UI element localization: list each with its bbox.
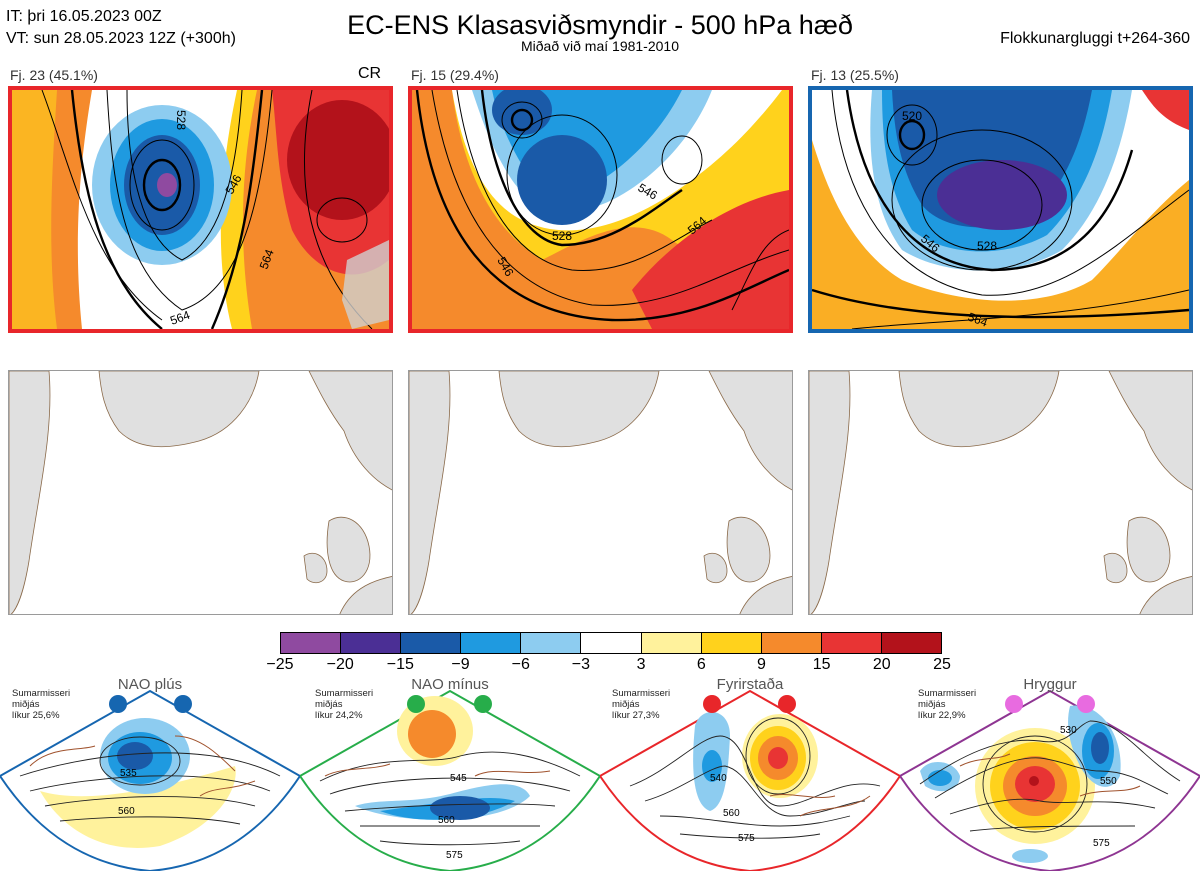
colorbar-tick-label: 15 [812, 656, 831, 673]
colorbar-tick-label: 9 [757, 656, 766, 673]
regime-ridge: 530 550 575 Hryggur Sumarmisseri miðjás … [900, 676, 1200, 871]
colorbar-segment [820, 633, 881, 653]
colorbar-ticks: −25 −20 −15 −9 −6 −3 3 6 9 15 20 25 [266, 656, 950, 676]
colorbar-segment [580, 633, 641, 653]
regime-3-name: Fyrirstaða [716, 676, 784, 693]
regime-4-contour: 550 [1100, 776, 1117, 787]
run-info: IT: þri 16.05.2023 00Z VT: sun 28.05.202… [6, 6, 236, 50]
colorbar-tick-label: 6 [696, 656, 706, 673]
contour-label: 528 [552, 229, 572, 243]
colorbar-tick-label: 3 [636, 656, 646, 673]
regime-4-contour: 575 [1093, 838, 1110, 849]
contour-label: 564 [168, 308, 192, 328]
regime-blocking: 540 560 575 Fyrirstaða Sumarmisseri miðj… [600, 676, 900, 871]
colorbar-tick-label: −25 [266, 656, 294, 673]
colorbar [280, 632, 942, 654]
contour-label: 528 [174, 110, 188, 130]
regime-2-name: NAO mínus [411, 676, 489, 693]
regime-nao-minus: 545 560 575 NAO mínus Sumarmisseri miðjá… [300, 676, 600, 871]
colorbar-segment [340, 633, 401, 653]
contour-label: 564 [966, 310, 990, 329]
page-title: EC-ENS Klasasviðsmyndir - 500 hPa hæð [347, 10, 853, 40]
cluster-1-tag: CR [358, 65, 382, 82]
regime-3-contour: 575 [738, 833, 755, 844]
colorbar-tick-label: −6 [511, 656, 530, 673]
regime-1-contour: 535 [120, 768, 137, 779]
colorbar-tick-label: −15 [386, 656, 414, 673]
colorbar-segment [760, 633, 821, 653]
colorbar-tick-label: −9 [451, 656, 470, 673]
regime-4-info: Sumarmisseri miðjás líkur 22,9% [918, 688, 977, 721]
cluster-1-outline-map [8, 370, 393, 615]
regime-3-contour: 540 [710, 773, 727, 784]
colorbar-tick-label: −20 [326, 656, 354, 673]
cluster-2-map: 546 528 546 564 [408, 86, 793, 333]
colorbar-segment [880, 633, 942, 653]
colorbar-segment [640, 633, 701, 653]
colorbar-tick-label: −3 [571, 656, 591, 673]
valid-time: VT: sun 28.05.2023 12Z (+300h) [6, 30, 236, 47]
cluster-3-map: 520 528 546 564 [808, 86, 1193, 333]
regime-2-contour: 560 [438, 815, 455, 826]
page-subtitle: Miðað við maí 1981-2010 [521, 38, 679, 54]
cluster-1-label: Fj. 23 (45.1%) [10, 67, 98, 83]
regime-3-info: Sumarmisseri miðjás líkur 27,3% [612, 688, 671, 721]
cluster-3-label: Fj. 13 (25.5%) [811, 67, 899, 83]
classification-window: Flokkunargluggi t+264-360 [1000, 30, 1190, 47]
regime-2-contour: 545 [450, 773, 467, 784]
cluster-2-outline-map [408, 370, 793, 615]
colorbar-segment [400, 633, 461, 653]
init-time: IT: þri 16.05.2023 00Z [6, 8, 162, 25]
colorbar-segment [520, 633, 581, 653]
regime-4-name: Hryggur [1023, 676, 1077, 693]
contour-label: 520 [902, 109, 922, 123]
cluster-1-map: 528 546 564 564 [8, 86, 393, 333]
colorbar-segment [700, 633, 761, 653]
regime-2-contour: 575 [446, 850, 463, 861]
regime-1-info: Sumarmisseri miðjás líkur 25,6% [12, 688, 71, 721]
colorbar-tick-label: 25 [933, 656, 951, 673]
colorbar-segment [281, 633, 341, 653]
regime-4-contour: 530 [1060, 725, 1077, 736]
colorbar-segment [460, 633, 521, 653]
contour-label: 528 [977, 239, 997, 253]
regime-1-contour: 560 [118, 806, 135, 817]
contour-label: 564 [257, 247, 277, 271]
regime-nao-plus: 535 560 NAO plús Sumarmisseri miðjás lík… [0, 676, 300, 871]
regime-3-contour: 560 [723, 808, 740, 819]
colorbar-tick-label: 20 [872, 656, 891, 673]
cluster-2-label: Fj. 15 (29.4%) [411, 67, 499, 83]
regime-2-info: Sumarmisseri miðjás líkur 24,2% [315, 688, 374, 721]
cluster-3-outline-map [808, 370, 1193, 615]
regime-1-name: NAO plús [117, 676, 183, 693]
